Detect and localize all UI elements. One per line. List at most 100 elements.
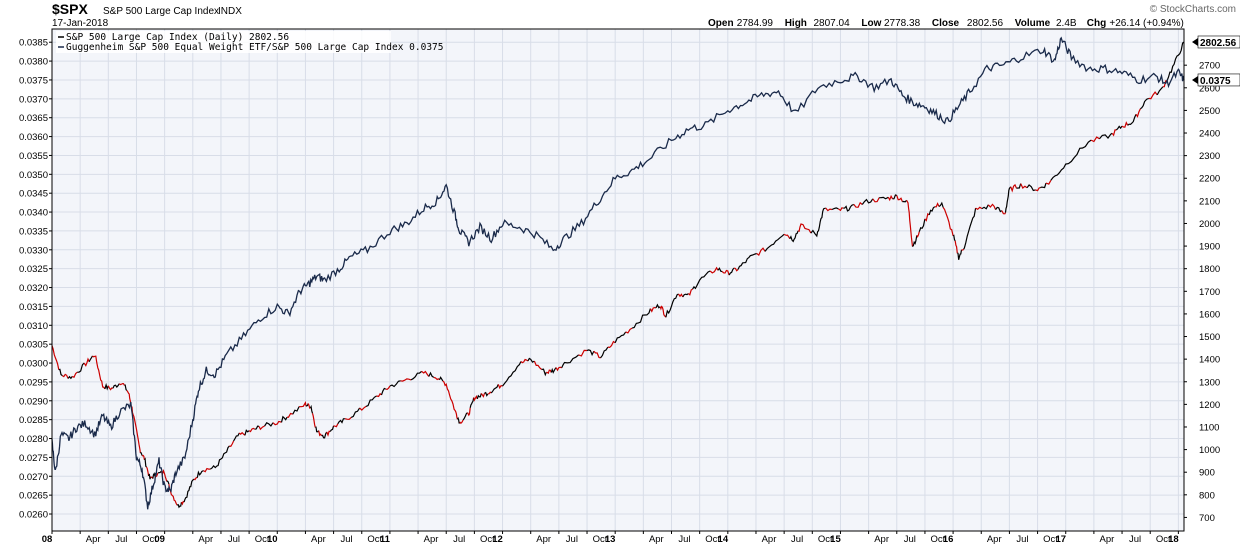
plot-area (52, 29, 1184, 531)
ohlc-label: Open (708, 18, 734, 29)
right-tick-label: 2400 (1199, 129, 1220, 140)
spx-line-segment (678, 293, 684, 298)
right-axis: 700 800 900 1000 1100 1200 1300 1400 1500 1600 170… (1184, 61, 1220, 524)
legend-box (56, 31, 391, 53)
spx-line-segment (140, 451, 143, 456)
spx-line-segment (469, 397, 475, 408)
spx-line-segment (1016, 183, 1022, 189)
x-tick-label: Oct (142, 534, 157, 545)
spx-line-segment (1166, 41, 1185, 81)
left-tick-label: 0.0270 (19, 472, 48, 483)
spx-line-segment (400, 378, 412, 382)
left-axis: 0.0260 0.0265 0.0270 0.0275 0.0280 0.0285 0.02… (19, 38, 52, 521)
spx-line-segment (783, 233, 791, 240)
x-tick-label: 14 (718, 534, 729, 545)
spx-line-segment (541, 368, 547, 377)
spx-line-segment (287, 412, 293, 418)
x-tick-label: 13 (605, 534, 616, 545)
x-tick-label: Oct (931, 534, 946, 545)
spx-line-segment (797, 223, 812, 234)
x-tick-label: 18 (1168, 534, 1179, 545)
spx-line-segment (58, 368, 63, 377)
spx-line-segment (166, 480, 170, 485)
spx-line-segment (957, 249, 963, 260)
spx-line-segment (365, 395, 377, 407)
watermark: © StockCharts.com (1150, 4, 1236, 15)
spx-line-segment (258, 425, 265, 431)
ohlc-readout: Open 2784.99 High 2807.04 Low 2778.38 Close 280… (708, 18, 1184, 29)
spx-line-segment (756, 247, 766, 257)
spx-line-segment (233, 432, 240, 442)
spx-line-segment (264, 422, 274, 427)
x-tick-label: 08 (42, 534, 53, 545)
spx-line-segment (631, 308, 651, 329)
spx-line-segment (831, 207, 839, 211)
spx-line-segment (1127, 114, 1137, 126)
spx-line-segment (1040, 182, 1047, 189)
right-tick-label: 900 (1199, 468, 1215, 479)
x-tick-label: Apr (762, 534, 777, 545)
spx-line-segment (1050, 139, 1092, 181)
spx-line-segment (938, 201, 944, 208)
left-tick-label: 0.0260 (19, 510, 48, 521)
spx-line-segment (1020, 183, 1028, 189)
left-tick-label: 0.0335 (19, 226, 48, 237)
spx-line-segment (305, 403, 309, 407)
spx-line-segment (473, 394, 478, 402)
spx-line-segment (578, 349, 588, 357)
spx-line-segment (307, 403, 311, 409)
chart-index-name: S&P 500 Large Cap Index (103, 6, 219, 17)
spx-line-segment (655, 303, 661, 309)
ratio-value-tag-pointer (1192, 75, 1198, 84)
spx-line-segment (934, 202, 940, 208)
spx-line-segment (321, 431, 328, 439)
spx-line-segment (649, 306, 657, 313)
left-tick-label: 0.0300 (19, 359, 48, 370)
spx-line-segment (1111, 129, 1117, 137)
left-tick-label: 0.0325 (19, 264, 48, 275)
x-tick-label: Apr (424, 534, 439, 545)
spx-line-segment (244, 429, 250, 436)
right-tick-label: 1300 (1199, 377, 1220, 388)
spx-line-segment (586, 349, 595, 357)
x-tick-label: Oct (255, 534, 270, 545)
spx-line-segment (83, 357, 90, 367)
left-tick-label: 0.0275 (19, 453, 48, 464)
ratio-line (51, 36, 1185, 510)
spx-line-segment (389, 380, 401, 388)
spx-line-segment (118, 382, 125, 386)
left-tick-label: 0.0265 (19, 491, 48, 502)
ratio-series-line (51, 36, 1185, 510)
spx-line-segment (825, 207, 833, 212)
spx-line-segment (497, 384, 503, 390)
spx-line-segment (376, 392, 382, 398)
spx-line-segment (112, 383, 120, 389)
spx-line-segment (238, 431, 246, 436)
spx-line-segment (527, 357, 535, 363)
spx-line-segment (561, 354, 579, 369)
spx-line-segment (124, 384, 128, 391)
spx-line-segment (1121, 121, 1129, 128)
left-tick-label: 0.0350 (19, 170, 48, 181)
left-tick-label: 0.0280 (19, 434, 48, 445)
spx-line-segment (954, 240, 958, 254)
x-tick-label: 16 (943, 534, 954, 545)
left-tick-label: 0.0380 (19, 57, 48, 68)
spx-line-segment (520, 358, 529, 364)
spx-line-segment (311, 413, 316, 428)
ohlc-label: Low (861, 18, 881, 29)
spx-line-segment (600, 346, 609, 359)
x-tick-label: 10 (267, 534, 278, 545)
spx-line-segment (329, 425, 335, 432)
spx-line-segment (193, 477, 198, 481)
right-tick-label: 1000 (1199, 445, 1220, 456)
x-tick-label: Oct (1156, 534, 1171, 545)
spx-line-segment (717, 267, 723, 273)
spx-line-segment (1001, 210, 1007, 215)
right-tick-label: 1200 (1199, 400, 1220, 411)
ohlc-label: Volume (1015, 18, 1051, 29)
spx-line-segment (209, 445, 230, 470)
spx-line-segment (462, 412, 468, 421)
spx-line-segment (963, 207, 977, 250)
